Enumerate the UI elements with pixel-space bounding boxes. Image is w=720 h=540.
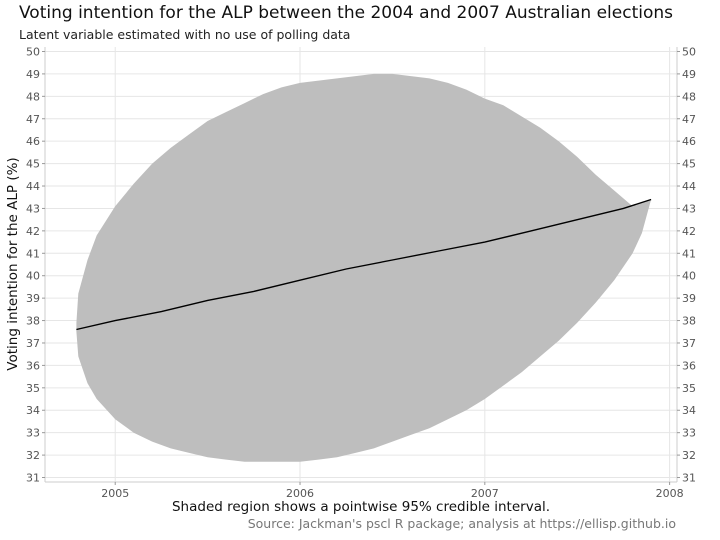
y-tick-label: 32 <box>26 449 40 462</box>
y-tick-label: 31 <box>26 472 40 485</box>
y-tick-label-right: 41 <box>682 247 696 260</box>
y-tick-label-right: 50 <box>682 45 696 58</box>
y-tick-label: 39 <box>26 292 40 305</box>
y-tick-label: 37 <box>26 337 40 350</box>
y-tick-label: 49 <box>26 68 40 81</box>
y-tick-label-right: 40 <box>682 270 696 283</box>
y-tick-label-right: 42 <box>682 225 696 238</box>
y-axis-label: Voting intention for the ALP (%) <box>5 157 21 370</box>
y-tick-label-right: 48 <box>682 90 696 103</box>
y-tick-label-right: 33 <box>682 427 696 440</box>
y-tick-label-right: 46 <box>682 135 696 148</box>
y-tick-label-right: 34 <box>682 404 696 417</box>
y-tick-label-right: 37 <box>682 337 696 350</box>
y-tick-label: 45 <box>26 158 40 171</box>
y-tick-label: 38 <box>26 315 40 328</box>
y-tick-label-right: 45 <box>682 158 696 171</box>
chart-caption: Source: Jackman's pscl R package; analys… <box>247 516 676 531</box>
chart-subtitle: Latent variable estimated with no use of… <box>19 27 351 42</box>
x-tick-label: 2005 <box>101 487 129 500</box>
y-tick-label-right: 47 <box>682 113 696 126</box>
y-tick-label: 41 <box>26 247 40 260</box>
y-tick-label-right: 43 <box>682 202 696 215</box>
y-tick-label-right: 36 <box>682 359 696 372</box>
axes: 31 31 32 32 33 33 34 34 35 35 36 36 37 37 38 38 39 39 40 40… <box>26 45 696 500</box>
x-tick-label: 2008 <box>656 487 684 500</box>
x-axis-label: Shaded region shows a pointwise 95% cred… <box>172 499 550 515</box>
y-tick-label: 36 <box>26 359 40 372</box>
y-tick-label-right: 49 <box>682 68 696 81</box>
y-tick-label-right: 44 <box>682 180 696 193</box>
x-tick-label: 2007 <box>471 487 499 500</box>
y-tick-label: 42 <box>26 225 40 238</box>
y-tick-label: 44 <box>26 180 40 193</box>
y-tick-label-right: 35 <box>682 382 696 395</box>
y-tick-label: 35 <box>26 382 40 395</box>
y-tick-label-right: 32 <box>682 449 696 462</box>
y-tick-label: 47 <box>26 113 40 126</box>
y-tick-label: 50 <box>26 45 40 58</box>
x-tick-label: 2006 <box>286 487 314 500</box>
y-tick-label: 46 <box>26 135 40 148</box>
y-tick-label: 33 <box>26 427 40 440</box>
y-tick-label: 34 <box>26 404 40 417</box>
y-tick-label: 48 <box>26 90 40 103</box>
y-tick-label-right: 38 <box>682 315 696 328</box>
y-tick-label: 40 <box>26 270 40 283</box>
y-tick-label-right: 39 <box>682 292 696 305</box>
credible-interval-ribbon <box>76 73 652 462</box>
voting-intention-line <box>76 198 652 331</box>
y-tick-label: 43 <box>26 202 40 215</box>
chart-title: Voting intention for the ALP between the… <box>19 3 673 23</box>
y-tick-label-right: 31 <box>682 472 696 485</box>
